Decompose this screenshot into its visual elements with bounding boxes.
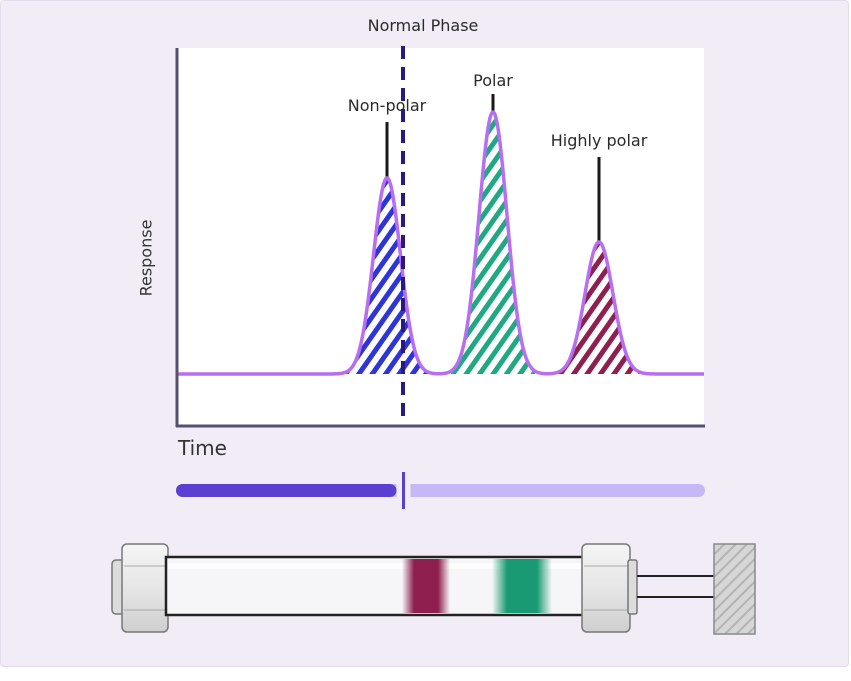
column-fitting-left (121, 543, 169, 633)
peak-label-polar: Polar (473, 71, 513, 90)
diagram-title: Normal Phase (367, 16, 479, 35)
highly-polar-peak-fill (557, 242, 641, 374)
response-curve (176, 110, 705, 376)
highly-polar-band (402, 559, 450, 613)
column-end-cap-right (627, 559, 638, 615)
timeline-progress-fill (176, 484, 397, 497)
peak-label-highly-polar: Highly polar (551, 131, 648, 150)
x-axis-label: Time (178, 436, 227, 460)
column-fitting-right (581, 543, 631, 633)
peak-label-non-polar: Non-polar (348, 96, 427, 115)
chromatography-column (111, 543, 756, 635)
polar-band (492, 559, 552, 613)
detector-block (713, 543, 756, 635)
polar-peak-fill (451, 112, 535, 374)
